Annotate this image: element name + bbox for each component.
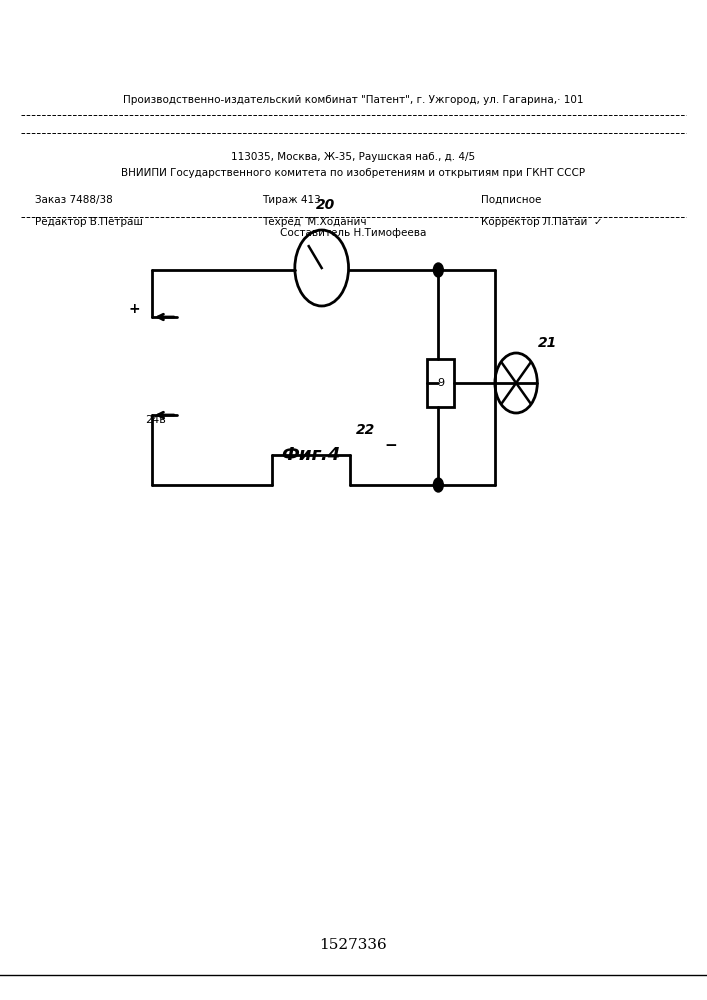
Text: Производственно-издательский комбинат "Патент", г. Ужгород, ул. Гагарина,· 101: Производственно-издательский комбинат "П… xyxy=(123,95,584,105)
Text: 113035, Москва, Ж-35, Раушская наб., д. 4/5: 113035, Москва, Ж-35, Раушская наб., д. … xyxy=(231,152,476,162)
Text: ВНИИПИ Государственного комитета по изобретениям и открытиям при ГКНТ СССР: ВНИИПИ Государственного комитета по изоб… xyxy=(122,168,585,178)
Text: −: − xyxy=(384,438,397,452)
Text: Фиг.4: Фиг.4 xyxy=(281,446,341,464)
Text: Техред  М.Ходанич: Техред М.Ходанич xyxy=(262,217,366,227)
Text: 22: 22 xyxy=(356,423,375,437)
Text: 24в: 24в xyxy=(145,415,165,425)
Text: 9: 9 xyxy=(437,378,444,388)
Circle shape xyxy=(433,263,443,277)
Text: Редактор В.Петраш: Редактор В.Петраш xyxy=(35,217,144,227)
Text: Подписное: Подписное xyxy=(481,195,541,205)
Text: 1527336: 1527336 xyxy=(320,938,387,952)
Text: 20: 20 xyxy=(315,198,335,212)
Text: Тираж 413: Тираж 413 xyxy=(262,195,320,205)
Text: +: + xyxy=(129,302,140,316)
Text: Заказ 7488/38: Заказ 7488/38 xyxy=(35,195,113,205)
Circle shape xyxy=(433,478,443,492)
Text: Корректор Л.Патай  ✓: Корректор Л.Патай ✓ xyxy=(481,217,602,227)
Text: Составитель Н.Тимофеева: Составитель Н.Тимофеева xyxy=(280,228,427,238)
Text: 21: 21 xyxy=(538,336,558,350)
Bar xyxy=(427,359,454,407)
